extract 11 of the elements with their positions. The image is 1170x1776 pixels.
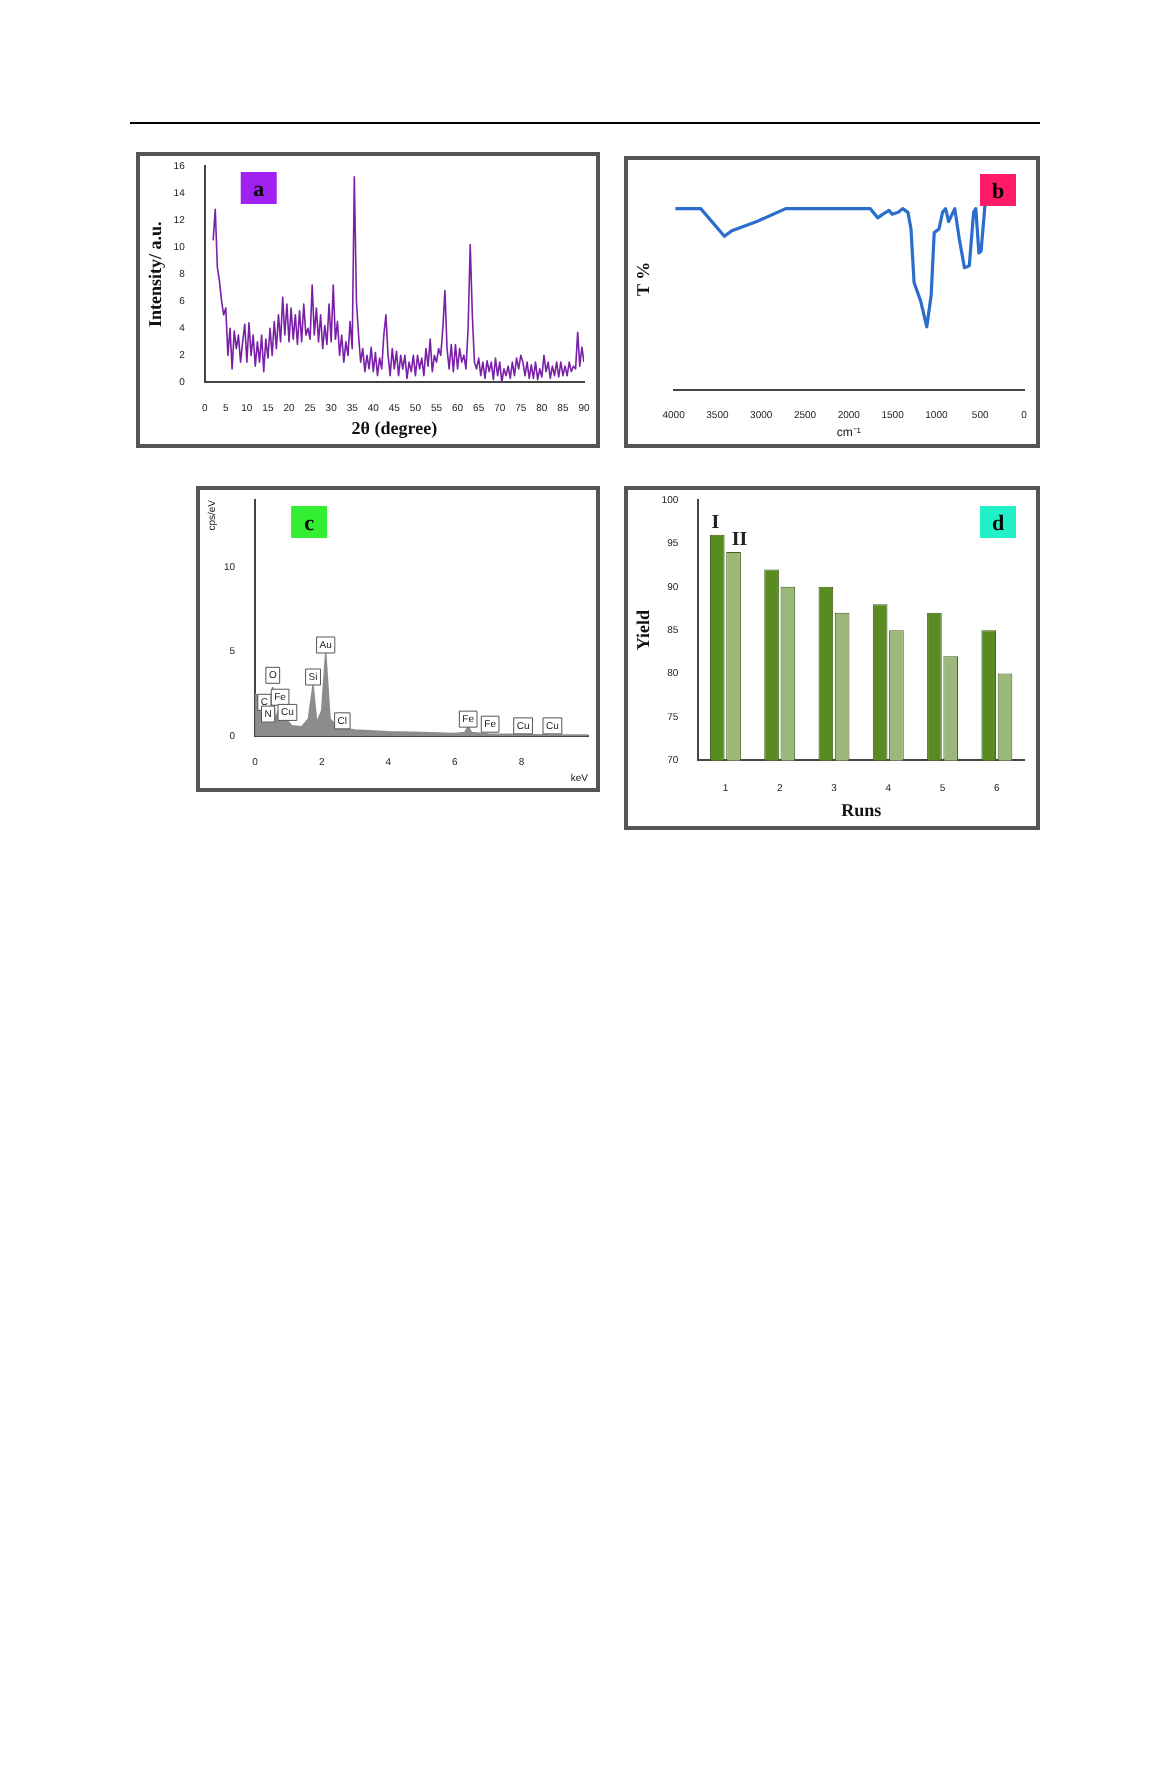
y-axis-title: T %	[633, 261, 654, 296]
y-axis-title: Intensity/ a.u.	[145, 221, 166, 327]
x-axis-title: Runs	[841, 799, 883, 820]
text: c	[304, 511, 315, 536]
text: d	[991, 511, 1005, 536]
chart-title: b	[991, 179, 1005, 204]
series-label: I	[711, 511, 720, 534]
x-axis-title: 2θ (degree)	[351, 417, 438, 438]
text: a	[253, 177, 266, 202]
series-label: II	[731, 529, 748, 552]
y-axis-title: Yield	[633, 610, 654, 651]
